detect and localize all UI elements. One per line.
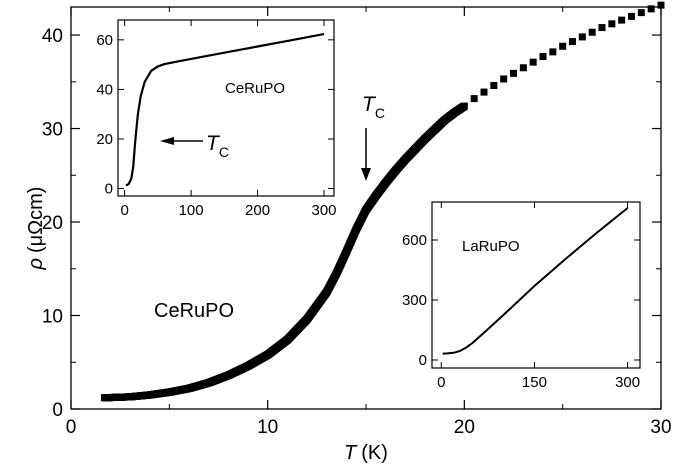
x-axis-title: T (K): [344, 442, 388, 464]
data-point: [628, 12, 635, 20]
inset-x-tick-label: 100: [179, 202, 204, 219]
inset-ceruPO: 0 100 200 300 0 20 40 60 CeRuPO TC: [96, 19, 337, 219]
x-tick-label: 30: [650, 417, 671, 438]
tc-annotation: TC: [361, 93, 385, 181]
data-point: [578, 33, 586, 41]
data-point: [637, 9, 645, 17]
inset-x-tick-label: 150: [522, 374, 547, 391]
inset2-curve: [442, 207, 629, 355]
data-point: [647, 5, 655, 13]
data-point: [598, 24, 606, 32]
data-point: [559, 42, 567, 50]
inset-laruPO: 0 150 300 0 300 600 LaRuPO: [402, 201, 641, 391]
inset1-tc-label: TC: [206, 132, 229, 160]
data-point: [618, 16, 626, 24]
y-tick-label: 10: [42, 307, 63, 328]
tc-arrow-head: [361, 168, 371, 181]
inset-x-tick-label: 300: [615, 374, 640, 391]
data-point: [460, 102, 468, 110]
inset-y-tick-label: 0: [419, 352, 427, 369]
main-data-series: [100, 1, 665, 402]
inset-y-tick-label: 600: [402, 232, 427, 249]
inset-y-tick-label: 60: [96, 32, 113, 49]
tc-label: TC: [362, 93, 385, 121]
inset-x-tick-label: 0: [120, 202, 128, 219]
y-tick-label: 40: [42, 26, 63, 47]
data-point: [510, 69, 517, 77]
sample-label: CeRuPO: [154, 300, 234, 322]
data-point: [608, 20, 616, 28]
y-axis-title: ρ(μΩcm): [25, 187, 47, 271]
inset2-ticks: 0 150 300 0 300 600: [402, 202, 640, 391]
data-point: [549, 48, 557, 56]
y-tick-label: 0: [52, 400, 63, 421]
inset2-frame: [431, 201, 641, 369]
inset-y-tick-label: 40: [96, 81, 113, 98]
inset-y-tick-label: 20: [96, 131, 113, 148]
inset-y-tick-label: 300: [402, 292, 427, 309]
inset1-frame: [117, 19, 335, 197]
data-point: [519, 64, 527, 72]
data-point: [490, 82, 498, 90]
inset1-sample-label: CeRuPO: [225, 80, 285, 97]
inset-y-tick-label: 0: [105, 181, 113, 198]
data-point: [500, 75, 508, 83]
inset-x-tick-label: 200: [245, 202, 270, 219]
inset1-background: [118, 20, 334, 196]
data-point: [588, 28, 596, 36]
inset-x-tick-label: 0: [437, 374, 445, 391]
data-point: [539, 53, 547, 61]
inset-x-tick-label: 300: [312, 202, 337, 219]
data-point: [470, 95, 478, 103]
y-tick-label: 30: [42, 120, 63, 141]
data-point: [529, 58, 537, 66]
inset1-ticks: 0 100 200 300 0 20 40 60: [96, 20, 337, 219]
data-point: [657, 1, 665, 9]
inset1-curve: [125, 33, 325, 187]
inset2-sample-label: LaRuPO: [462, 238, 520, 255]
data-point: [569, 38, 576, 46]
x-tick-label: 0: [66, 417, 77, 438]
y-tick-label: 20: [42, 213, 63, 234]
data-point: [480, 88, 488, 96]
inset1-tc-arrow-head: [160, 137, 174, 145]
x-tick-label: 10: [257, 417, 278, 438]
x-tick-label: 20: [454, 417, 475, 438]
